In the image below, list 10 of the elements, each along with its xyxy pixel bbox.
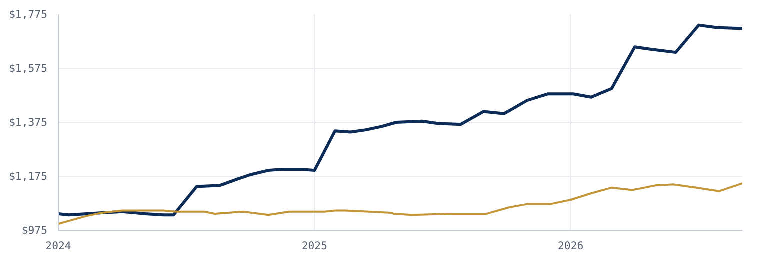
y-tick-label: $1,575 [9,62,48,75]
x-tick-label: 2025 [302,240,328,252]
x-tick-label: 2024 [46,240,72,252]
x-tick-label: 2026 [558,240,584,252]
line-series [58,182,742,226]
y-tick-label: $1,175 [9,170,48,183]
y-tick-label: $1,375 [9,116,48,129]
y-tick-label: $1,775 [9,8,48,21]
y-tick-label: $975 [22,224,48,237]
line-series [58,24,742,217]
